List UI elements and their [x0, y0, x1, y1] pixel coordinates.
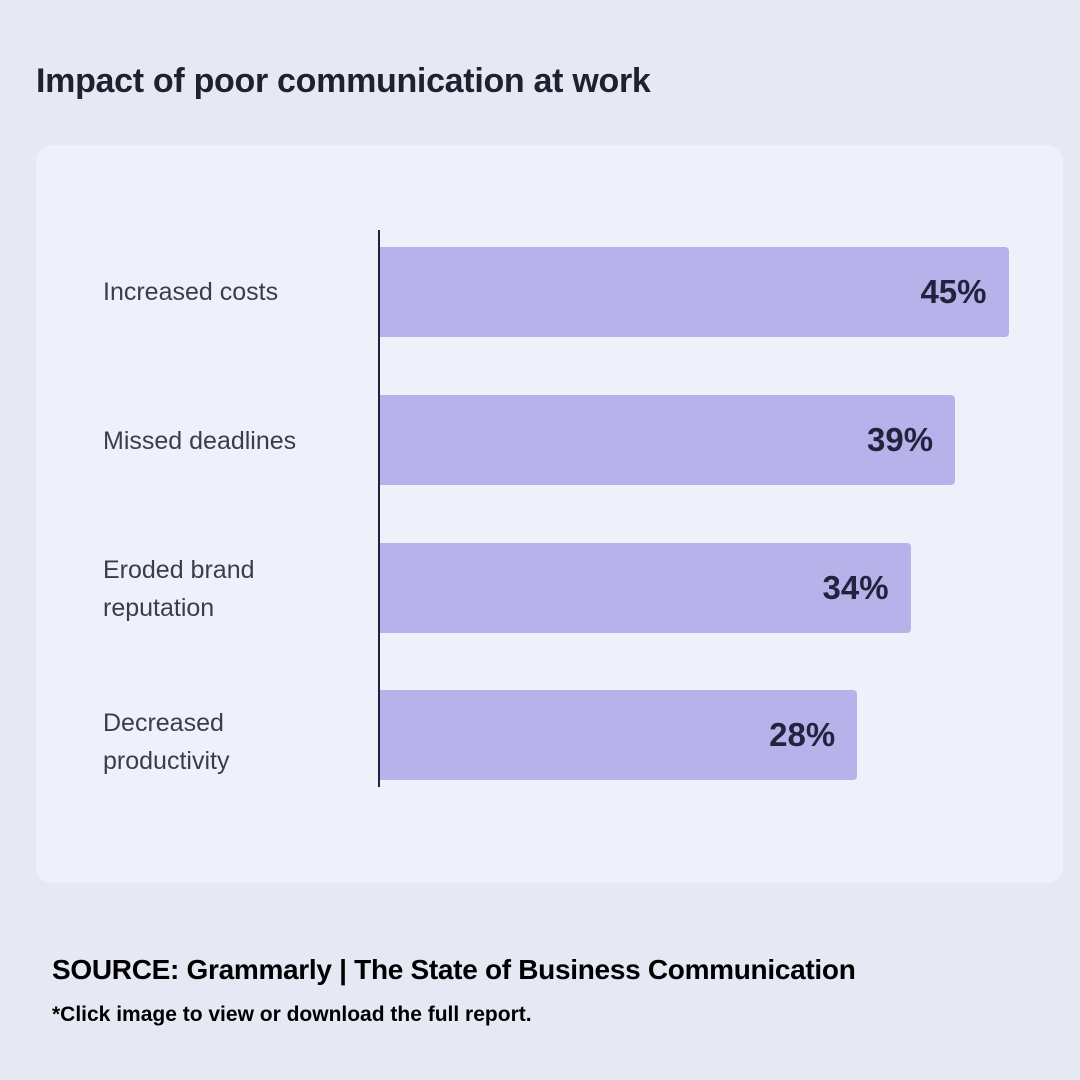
data-label: 45%: [920, 273, 987, 310]
category-label: Increased costs: [103, 278, 279, 306]
data-label: 28%: [769, 716, 836, 753]
bar: 34%: [380, 543, 911, 633]
bar: 28%: [380, 690, 858, 780]
data-label: 34%: [822, 569, 889, 606]
report-note[interactable]: *Click image to view or download the ful…: [52, 1003, 532, 1026]
bar: 45%: [380, 247, 1009, 337]
category-label: Decreased productivity: [103, 709, 230, 775]
category-label: Missed deadlines: [103, 427, 297, 455]
chart-title: Impact of poor communication at work: [36, 62, 651, 100]
category-label: Eroded brand reputation: [103, 556, 255, 622]
data-label: 39%: [867, 421, 934, 458]
y-axis-line: [378, 230, 380, 787]
bar: 39%: [380, 395, 956, 485]
source-text[interactable]: SOURCE: Grammarly | The State of Busines…: [52, 954, 856, 985]
